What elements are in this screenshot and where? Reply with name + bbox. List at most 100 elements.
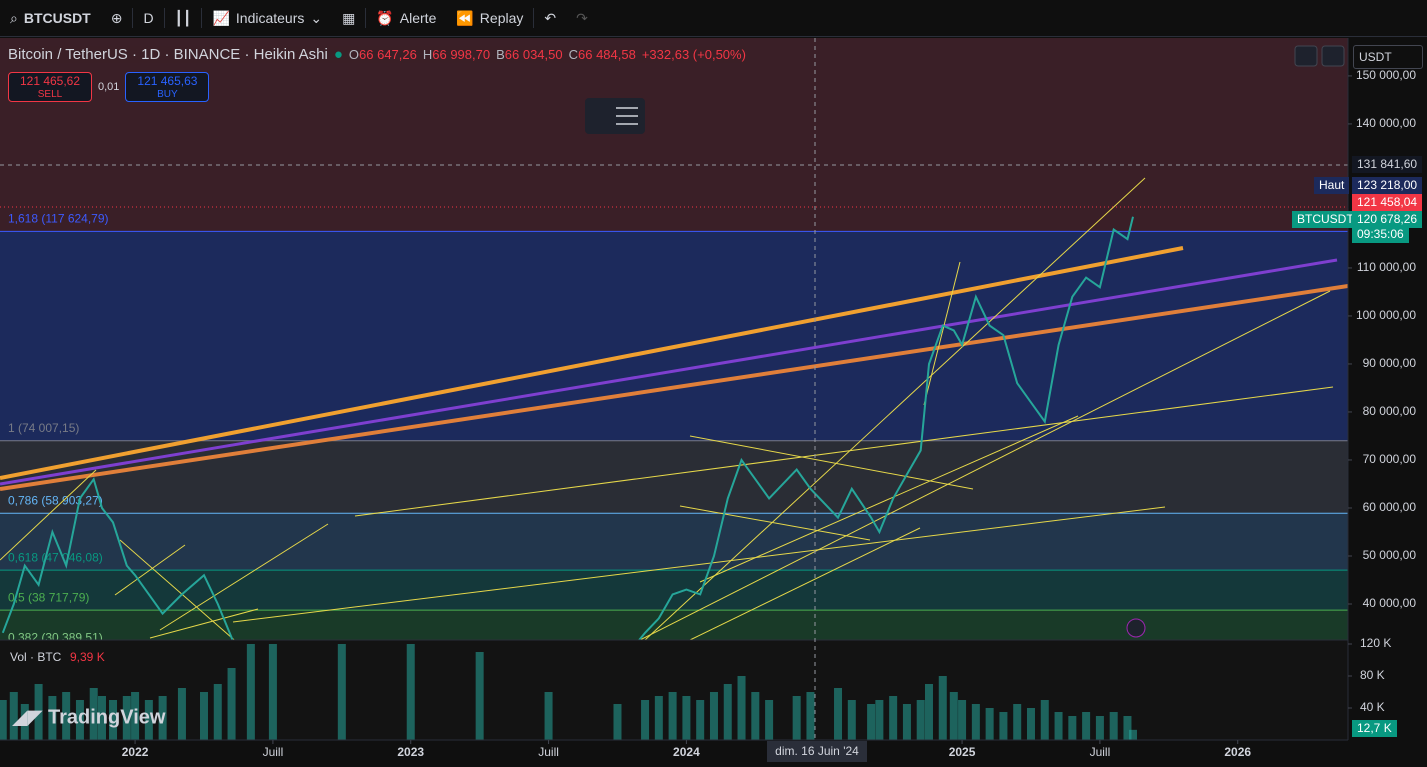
volume-bar xyxy=(213,684,222,740)
trend-line xyxy=(689,527,921,640)
logo: TradingView xyxy=(48,706,166,728)
fib-band xyxy=(0,513,1348,571)
y-tick-label: 50 000,00 xyxy=(1363,548,1417,562)
axes: 40 000,00 50 000,00 60 000,00 70 000,00 80 0… xyxy=(122,68,1417,759)
fib-band xyxy=(0,610,1348,640)
trade-panel: 121 465,62 SELL 0,01 121 465,63 BUY xyxy=(8,72,210,102)
volume-bar xyxy=(97,696,106,740)
indicators-button[interactable]: 📈 Indicateurs ⌄ xyxy=(212,9,323,27)
refresh-button[interactable] xyxy=(1321,45,1345,67)
volume-bar xyxy=(158,696,167,740)
volume-bar xyxy=(875,700,884,740)
symbol-tag: BTCUSDT xyxy=(1292,211,1359,228)
volume-bar xyxy=(1013,704,1022,740)
y-tick-label: 100 000,00 xyxy=(1356,308,1416,322)
sell-price: 121 465,62 xyxy=(19,74,81,88)
volume-bar xyxy=(938,676,947,740)
volume-last: 12,7 K xyxy=(1352,720,1397,737)
event-icon[interactable] xyxy=(1126,618,1146,638)
volume-bar xyxy=(246,644,255,740)
chart-type[interactable]: ┃┃ xyxy=(174,9,192,26)
volume-bar xyxy=(949,692,958,740)
y-tick-label: 40 K xyxy=(1360,700,1385,714)
volume-bar xyxy=(199,692,208,740)
x-tick-label: 2023 xyxy=(397,745,424,759)
fib-label: 1,618 (117 624,79) xyxy=(8,212,109,226)
x-tick-label: 2026 xyxy=(1224,745,1251,759)
trend-line xyxy=(689,435,974,490)
sell-label: SELL xyxy=(37,89,63,100)
alert-label: Alerte xyxy=(399,10,437,26)
sell-button[interactable]: 121 465,62 SELL xyxy=(8,72,92,102)
volume-bar xyxy=(916,700,925,740)
volume-bar xyxy=(48,696,57,740)
redo-button[interactable]: ↷ xyxy=(576,9,588,26)
drawing-widget[interactable] xyxy=(585,98,645,134)
symbol-search[interactable]: ⌕ BTCUSDT xyxy=(10,9,91,27)
fib-band xyxy=(0,231,1348,441)
volume-bar xyxy=(985,708,994,740)
volume-bar xyxy=(20,704,29,740)
countdown: 09:35:06 xyxy=(1352,226,1409,243)
replay-button[interactable]: ⏪ Replay xyxy=(456,9,524,27)
spread: 0,01 xyxy=(98,81,120,93)
volume-bar xyxy=(1054,712,1063,740)
volume-legend-value: 9,39 K xyxy=(70,650,105,664)
volume-bar xyxy=(1026,708,1035,740)
fib-bands: 1,618 (117 624,79) 1 (74 007,15) 0,786 (58… xyxy=(0,212,1348,644)
compare-button[interactable]: ⊕ xyxy=(110,9,123,26)
interval[interactable]: D xyxy=(143,10,154,26)
fib-label: 0,5 (38 717,79) xyxy=(8,590,89,604)
buy-button[interactable]: 121 465,63 BUY xyxy=(125,72,210,102)
fib-label: 0,786 (58 903,27) xyxy=(8,493,103,507)
trend-line xyxy=(149,608,259,639)
last-price: 120 678,26 xyxy=(1352,211,1423,228)
volume-bar xyxy=(109,700,118,740)
volume-bar xyxy=(924,684,933,740)
open: 66 647,26 xyxy=(359,47,417,62)
crosshair-price: 131 841,60 xyxy=(1352,156,1423,173)
volume-bar xyxy=(1128,729,1137,740)
close-label: C xyxy=(568,47,578,62)
volume-bar xyxy=(1040,700,1049,740)
volume-bar xyxy=(613,704,622,740)
close: 66 484,58 xyxy=(578,47,636,62)
volume-bar xyxy=(1109,712,1118,740)
bid-tag: 121 458,04 xyxy=(1352,194,1423,211)
volume-bar xyxy=(1068,716,1077,740)
alert-button[interactable]: ⏰ Alerte xyxy=(376,9,437,27)
crosshair-date: dim. 16 Juin '24 xyxy=(775,744,859,758)
currency-select[interactable]: USDT xyxy=(1353,45,1423,69)
price-line xyxy=(1,216,1134,640)
volume-bar xyxy=(999,712,1008,740)
trend-line xyxy=(923,261,961,406)
volume-bar xyxy=(406,644,415,740)
change: +332,63 (+0,50%) xyxy=(641,47,746,62)
y-tick-label: 150 000,00 xyxy=(1356,68,1416,82)
undo-button[interactable]: ↶ xyxy=(544,9,557,26)
volume-bar xyxy=(75,700,84,740)
volume-bar xyxy=(847,700,856,740)
download-button[interactable] xyxy=(1294,45,1318,67)
templates-button[interactable]: ▦ xyxy=(342,9,356,26)
trend-line xyxy=(699,415,1079,583)
low: 66 034,50 xyxy=(504,47,563,62)
price-axis xyxy=(1348,38,1427,740)
volume-bar xyxy=(751,692,760,740)
y-tick-label: 40 000,00 xyxy=(1363,596,1417,610)
volume-bar xyxy=(792,696,801,740)
fib-label: 0,382 (30 389,51) xyxy=(8,630,103,644)
volume-bar xyxy=(737,676,746,740)
volume-bar xyxy=(177,688,186,740)
volume-bar xyxy=(641,700,650,740)
volume-bar xyxy=(1123,716,1132,740)
volume-bar xyxy=(902,704,911,740)
buy-label: BUY xyxy=(157,89,178,100)
fib-band xyxy=(0,570,1348,611)
volume-bar xyxy=(723,684,732,740)
high-label: H xyxy=(422,47,433,62)
trend-line xyxy=(114,544,186,596)
low-label: B xyxy=(496,47,505,62)
